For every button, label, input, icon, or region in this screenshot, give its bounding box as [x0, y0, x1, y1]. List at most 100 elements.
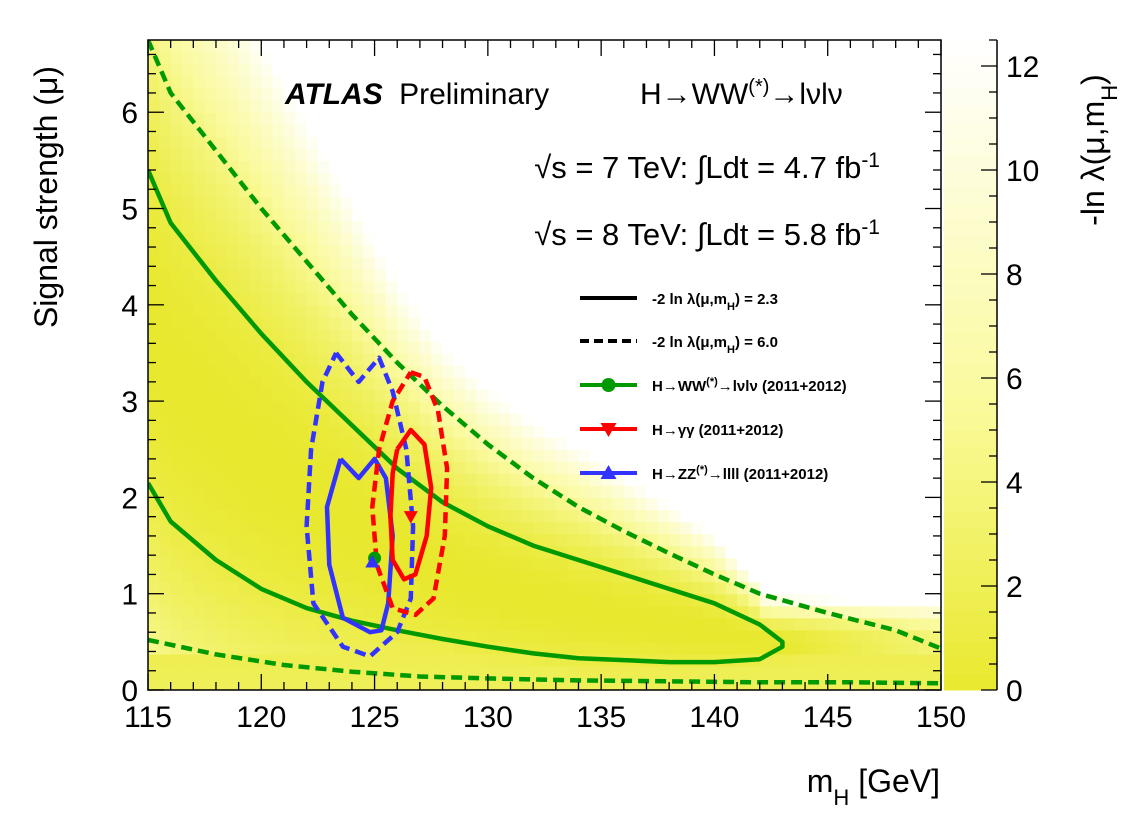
heatmap-cell [578, 461, 591, 474]
heatmap-cell [148, 112, 160, 125]
heatmap-cell [249, 473, 262, 486]
heatmap-cell [170, 377, 183, 390]
heatmap-cell [578, 641, 591, 655]
heatmap-cell [181, 64, 194, 77]
heatmap-cell [431, 220, 444, 234]
heatmap-cell [204, 653, 217, 667]
heatmap-cell [306, 509, 319, 523]
heatmap-cell [363, 569, 376, 583]
heatmap-cell [465, 665, 478, 679]
heatmap-cell [521, 617, 534, 631]
heatmap-cell [283, 449, 296, 462]
heatmap-cell [759, 557, 772, 571]
heatmap-cell [907, 557, 919, 571]
heatmap-cell [635, 509, 648, 523]
heatmap-cell [635, 473, 648, 486]
heatmap-cell [431, 148, 444, 161]
heatmap-cell [317, 40, 330, 53]
heatmap-cell [453, 40, 466, 53]
heatmap-cell [895, 184, 908, 198]
heatmap-cell [521, 100, 534, 113]
heatmap-cell [476, 377, 489, 390]
heatmap-cell [317, 160, 330, 174]
heatmap-cell [272, 521, 285, 535]
heatmap-cell [929, 208, 941, 222]
heatmap-cell [544, 268, 557, 282]
heatmap-cell [476, 184, 489, 198]
heatmap-cell [295, 172, 308, 186]
heatmap-cell [340, 533, 353, 547]
heatmap-cell [408, 401, 421, 414]
heatmap-cell [159, 557, 172, 571]
color-scale-band [944, 186, 997, 203]
heatmap-cell [283, 148, 296, 161]
heatmap-cell [725, 437, 738, 450]
legend-label: H→γγ (2011+2012) [652, 422, 783, 439]
subscript: H [1097, 85, 1122, 101]
heatmap-cell [589, 401, 602, 414]
heatmap-cell [816, 268, 829, 282]
heatmap-cell [680, 641, 693, 655]
heatmap-cell [884, 88, 897, 101]
heatmap-cell [204, 581, 217, 595]
heatmap-cell [714, 581, 727, 595]
heatmap-cell [374, 521, 387, 535]
heatmap-cell [748, 100, 761, 113]
heatmap-cell [170, 653, 183, 667]
heatmap-cell [408, 112, 421, 125]
heatmap-cell [351, 220, 364, 234]
heatmap-cell [578, 304, 591, 318]
heatmap-cell [578, 677, 591, 690]
heatmap-cell [544, 389, 557, 402]
heatmap-cell [805, 100, 817, 113]
heatmap-cell [419, 268, 432, 282]
heatmap-cell [170, 208, 183, 222]
heatmap-cell [148, 268, 160, 282]
heatmap-cell [839, 641, 851, 655]
heatmap-cell [657, 268, 670, 282]
heatmap-cell [215, 437, 228, 450]
heatmap-cell [703, 352, 716, 366]
heatmap-cell [623, 593, 636, 607]
heatmap-cell [306, 64, 319, 77]
heatmap-cell [453, 617, 466, 631]
heatmap-cell [487, 461, 500, 474]
heatmap-cell [397, 413, 410, 426]
heatmap-cell [193, 377, 206, 390]
heatmap-cell [782, 124, 795, 137]
heatmap-cell [397, 88, 410, 101]
y-tick-label: 1 [121, 579, 138, 612]
heatmap-cell [397, 292, 410, 306]
heatmap-cell [170, 617, 183, 631]
heatmap-cell [351, 557, 364, 571]
heatmap-cell [929, 389, 941, 402]
heatmap-cell [340, 401, 353, 414]
heatmap-cell [295, 52, 308, 65]
heatmap-cell [363, 76, 376, 89]
heatmap-cell [578, 244, 591, 258]
heatmap-cell [748, 184, 761, 198]
heatmap-cell [623, 521, 636, 535]
heatmap-cell [793, 52, 806, 65]
heatmap-cell [805, 629, 817, 643]
heatmap-cell [578, 76, 591, 89]
heatmap-cell [918, 256, 931, 270]
heatmap-cell [782, 88, 795, 101]
heatmap-cell [148, 641, 160, 655]
heatmap-cell [317, 76, 330, 89]
heatmap-cell [612, 220, 625, 234]
heatmap-cell [782, 100, 795, 113]
heatmap-cell [385, 605, 398, 619]
heatmap-cell [793, 665, 806, 679]
heatmap-cell [272, 52, 285, 65]
y-tick-label: 4 [121, 290, 138, 323]
heatmap-cell [419, 304, 432, 318]
heatmap-cell [193, 677, 206, 690]
heatmap-cell [193, 389, 206, 402]
heatmap-cell [827, 268, 840, 282]
heatmap-cell [476, 280, 489, 294]
heatmap-cell [873, 352, 885, 366]
heatmap-cell [759, 533, 772, 547]
heatmap-cell [442, 304, 455, 318]
heatmap-cell [861, 64, 874, 77]
